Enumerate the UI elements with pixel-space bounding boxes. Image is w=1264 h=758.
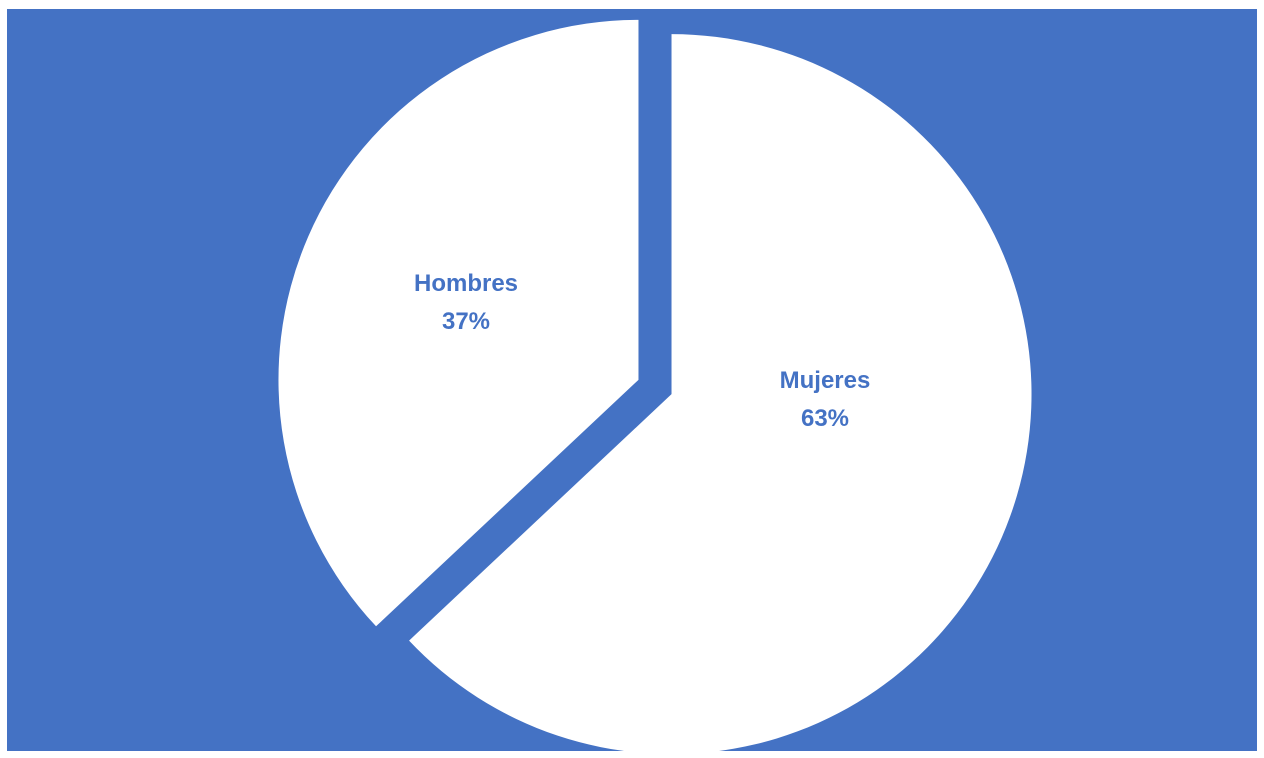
slice-percent-label: 37% [442, 308, 490, 335]
pie-slice-mujeres [409, 34, 1032, 751]
chart-area: Mujeres 63% Hombres 37% [7, 9, 1257, 751]
slice-category-label: Mujeres [780, 367, 871, 394]
slice-label-hombres: Hombres 37% [414, 270, 518, 335]
pie-slice-hombres [278, 19, 639, 627]
slice-category-label: Hombres [414, 270, 518, 297]
slice-percent-label: 63% [801, 405, 849, 432]
pie-chart: Mujeres 63% Hombres 37% [7, 9, 1257, 751]
slice-label-mujeres: Mujeres 63% [780, 367, 871, 432]
